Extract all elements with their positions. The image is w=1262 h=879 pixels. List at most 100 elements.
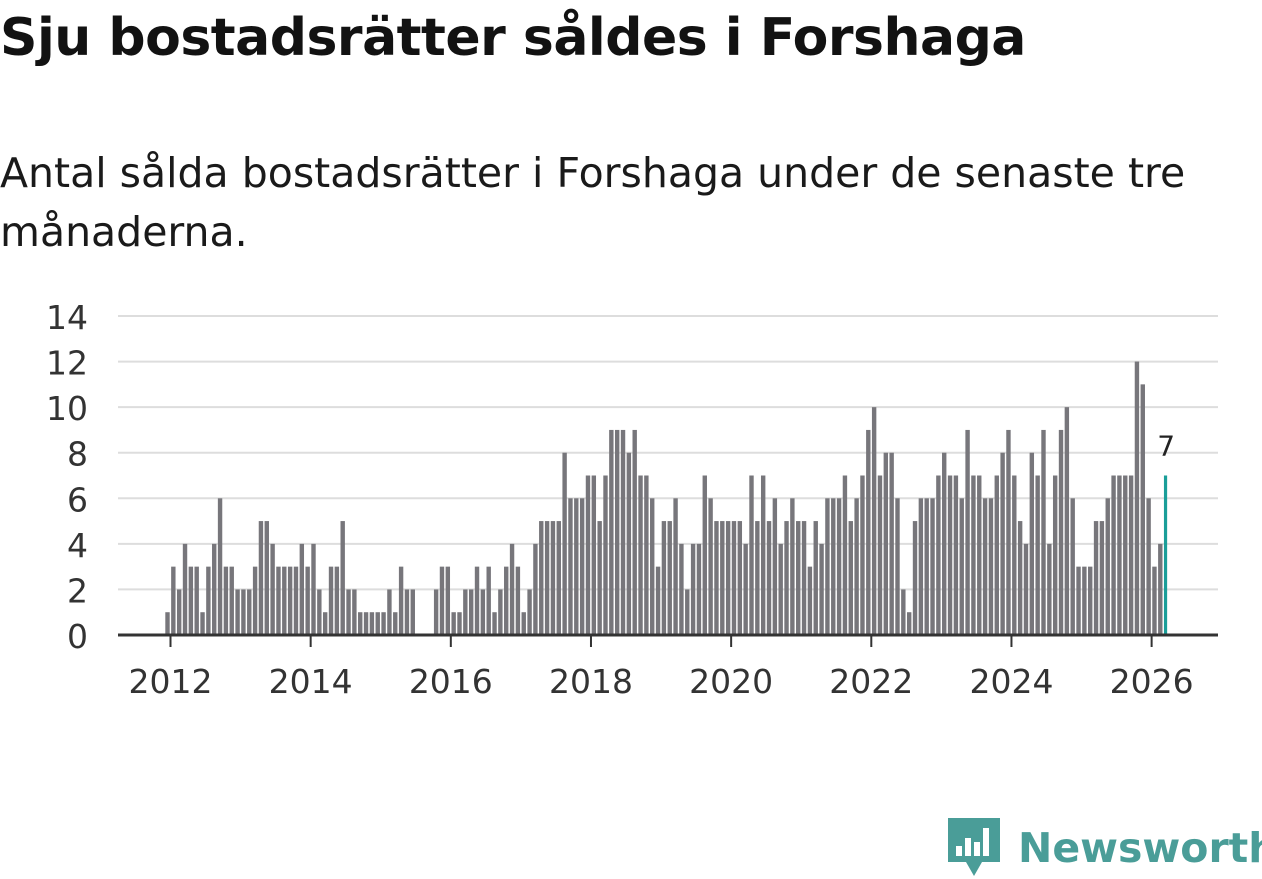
bar [486,566,491,635]
bar [235,589,240,635]
bar [813,521,818,635]
bars [165,361,1168,635]
bar [947,475,953,635]
bar [673,498,678,635]
bar [1000,452,1005,635]
newsworthy-bar-chart-icon [948,818,1000,876]
bar [1128,475,1134,635]
bar [901,589,906,635]
bar [363,612,369,635]
bar [696,543,702,635]
bar [206,566,211,635]
bar [539,521,544,635]
bar [953,475,959,635]
bar [1105,498,1110,635]
bar [504,566,509,635]
bar [200,612,205,635]
bar [1146,498,1151,635]
bar [1017,521,1023,635]
bar-latest [1163,475,1168,635]
bar [667,521,672,635]
bar [165,612,170,635]
bar [352,589,357,635]
bar [241,589,246,635]
bar [1111,475,1116,635]
y-tick-label: 12 [46,344,88,383]
bar [1012,475,1017,635]
bar [597,521,602,635]
bar [521,612,526,635]
bar [638,475,643,635]
bar [965,429,970,635]
bar [398,566,404,635]
x-tick-label: 2012 [129,662,213,701]
bar [334,566,340,635]
bar [393,612,398,635]
bar [369,612,375,635]
bar [176,589,182,635]
bar [299,543,305,635]
chart-title: Sju bostadsrätter såldes i Forshaga [0,8,1026,68]
bar [451,612,456,635]
bar [807,566,813,635]
bar [1006,429,1011,635]
bar [772,498,778,635]
bar [912,521,918,635]
bar [883,452,889,635]
bar [708,498,713,635]
bar [258,521,264,635]
bar [311,543,316,635]
brand-name: Newsworthy [1018,824,1262,872]
sales-bar-chart: 0 2 4 6 8 10 12 14 2012 2014 2016 2018 2020 2022 2024… [46,298,1218,701]
bar [404,589,410,635]
bar [410,589,415,635]
bar [387,589,392,635]
bar [725,521,731,635]
bar [836,498,842,635]
bar [632,429,637,635]
bar [574,498,579,635]
bar [328,566,334,635]
bar [1064,407,1070,635]
bar [433,589,439,635]
bar [317,589,322,635]
bar [293,566,299,635]
bar [690,543,696,635]
bar [1134,361,1140,635]
bar [801,521,807,635]
bar [270,543,275,635]
bar [1088,566,1093,635]
bar [276,566,281,635]
bar [877,475,883,635]
bar [988,498,994,635]
bar [924,498,929,635]
x-tick-label: 2026 [1110,662,1194,701]
bar [498,589,503,635]
bar [603,475,608,635]
bar [358,612,363,635]
bar [942,452,947,635]
bar [1099,521,1105,635]
bar [480,589,486,635]
bar [655,566,661,635]
bar [1158,543,1163,635]
bar [223,566,229,635]
bar [906,612,912,635]
bar [217,498,223,635]
bar [930,498,935,635]
bar [1093,521,1099,635]
bar [609,429,614,635]
newsworthy-logo: Newsworthy [948,818,1262,878]
bar [322,612,328,635]
bar [790,498,795,635]
bar [1058,429,1064,635]
y-tick-label: 6 [67,480,88,519]
bar [895,498,900,635]
bar [171,566,176,635]
bar [1140,384,1145,635]
bar [936,475,941,635]
bar [568,498,573,635]
bar [439,566,445,635]
bar [579,498,585,635]
bar [1152,566,1157,635]
